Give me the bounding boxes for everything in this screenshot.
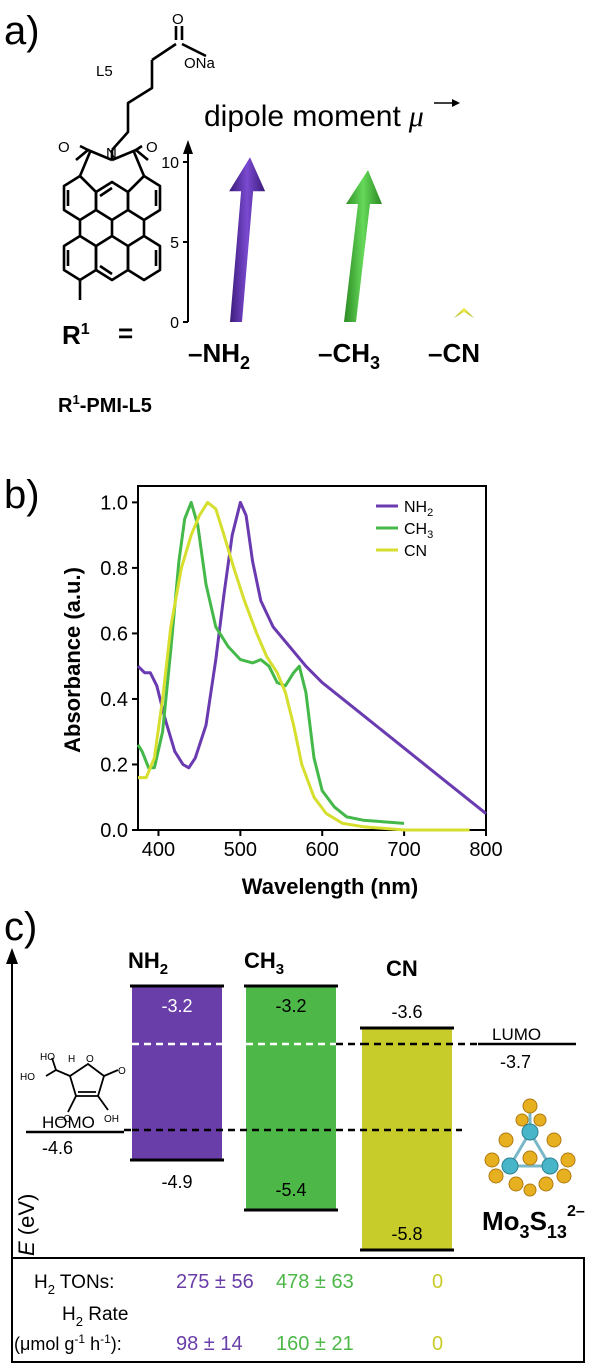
dipole-arrow-nh2 (229, 157, 266, 322)
donor-homo-value: -4.6 (42, 1138, 73, 1158)
catalyst-name: Mo3S132– (482, 1203, 585, 1242)
lumo-value-cn: -3.6 (391, 1002, 422, 1022)
catalyst-lumo-label: LUMO (492, 1025, 541, 1044)
rate-row-label: H2 Rate (62, 1304, 128, 1329)
homo-value-cn: -5.8 (391, 1224, 422, 1244)
panel-a-label: a) (4, 9, 40, 53)
results-table-border (11, 1257, 585, 1363)
rate-value-cn: 0 (432, 1333, 443, 1355)
substituent-label-ch3: –CH3 (318, 338, 380, 373)
homo-value-ch3: -5.4 (275, 1180, 306, 1200)
carboxylate-label: ONa (184, 55, 216, 72)
ascorbate-carbonyl-o-label: O (118, 1066, 126, 1077)
x-axis-title: Wavelength (nm) (242, 874, 418, 899)
r-symbol: R (62, 320, 81, 350)
plot-frame (137, 485, 487, 831)
energy-axis-arrowhead (6, 948, 18, 964)
dipole-tick-label-2: 10 (161, 155, 179, 172)
oxygen-label-right: O (146, 139, 158, 156)
ascorbate-h-label: H (68, 1054, 75, 1065)
donor-homo-label: HOMO (42, 1113, 95, 1132)
mo3s13-cluster-icon (484, 1098, 576, 1197)
series-line-ch3 (136, 500, 405, 825)
x-tick-label-4: 800 (469, 839, 502, 861)
ascorbate-structure (45, 1057, 119, 1113)
y-tick-label-5: 1.0 (100, 492, 128, 514)
dipole-title: dipole moment μ (204, 100, 424, 133)
r-superscript: 1 (81, 321, 90, 338)
energy-bar-ch3 (246, 986, 336, 1210)
lumo-value-nh2: -3.2 (161, 996, 192, 1016)
dipole-axis: 0 5 10 (161, 140, 193, 332)
dipole-vector-head (452, 99, 460, 107)
ascorbate-ho-label: HO (40, 1052, 55, 1063)
x-tick-label-0: 400 (142, 839, 175, 861)
column-header-cn: CN (386, 956, 418, 981)
panel-a: a) (4, 9, 480, 417)
homo-value-nh2: -4.9 (161, 1172, 192, 1192)
ascorbate-ring-o-label: O (86, 1054, 94, 1065)
x-tick-label-1: 500 (224, 839, 257, 861)
rate-value-nh2: 98 ± 14 (176, 1333, 243, 1355)
tons-value-nh2: 275 ± 56 (176, 1271, 254, 1293)
panel-c-label: c) (4, 905, 37, 949)
legend-label-nh2: NH2 (404, 499, 433, 519)
dipole-symbol: μ (408, 100, 424, 133)
rate-units-label: (μmol g-1 h-1): (14, 1332, 122, 1354)
y-tick-label-0: 0.0 (100, 820, 128, 842)
nitrogen-label: N (106, 145, 117, 162)
linker-label: L5 (96, 63, 113, 80)
energy-axis-title: E (eV) (14, 1194, 39, 1256)
tons-value-ch3: 478 ± 63 (276, 1271, 354, 1293)
y-axis-title: Absorbance (a.u.) (60, 567, 85, 753)
tons-value-cn: 0 (432, 1271, 443, 1293)
r1-equals-label: R1 = (62, 318, 133, 350)
pmi-molecule-structure (62, 26, 207, 300)
legend-label-ch3: CH3 (404, 521, 433, 541)
dipole-tick-label-1: 5 (170, 235, 179, 252)
energy-bar-cn (362, 1028, 452, 1250)
lumo-value-ch3: -3.2 (275, 996, 306, 1016)
y-tick-label-4: 0.8 (100, 558, 128, 580)
x-tick-label-2: 600 (306, 839, 339, 861)
oxygen-label-left: O (58, 139, 70, 156)
dipole-tick-label-0: 0 (170, 315, 179, 332)
ascorbate-oh-label: OH (104, 1114, 119, 1125)
dipole-axis-arrowhead (183, 140, 193, 154)
y-tick-label-2: 0.4 (100, 689, 128, 711)
ascorbate-ho2-label: HO (20, 1072, 35, 1083)
dipole-arrow-cn (454, 307, 474, 318)
catalyst-lumo-value: -3.7 (500, 1052, 531, 1072)
substituent-label-cn: –CN (428, 338, 480, 368)
equals-sign: = (118, 318, 133, 348)
dipole-arrow-ch3 (344, 170, 382, 322)
panel-b-label: b) (4, 473, 40, 517)
substituent-label-nh2: –NH2 (188, 338, 250, 373)
y-tick-label-1: 0.2 (100, 754, 128, 776)
dipole-arrows: –NH2 –CH3 –CN (188, 157, 480, 373)
rate-value-ch3: 160 ± 21 (276, 1333, 354, 1355)
panel-c: c) E (eV) NH2 CH3 CN -3.2 -4.9 -3.2 -5.4… (4, 905, 585, 1363)
molecule-name: R1-PMI-L5 (58, 392, 152, 417)
tons-row-label: H2 TONs: (34, 1272, 114, 1297)
series-line-nh2 (136, 500, 487, 815)
series-line-cn (138, 500, 470, 832)
legend-label-cn: CN (404, 543, 427, 560)
y-tick-label-3: 0.6 (100, 623, 128, 645)
x-tick-label-3: 700 (387, 839, 420, 861)
column-header-ch3: CH3 (244, 948, 284, 978)
ascorbate-om-label: –O (58, 1114, 72, 1125)
column-header-nh2: NH2 (128, 948, 168, 978)
oxygen-label-top: O (172, 11, 184, 28)
svg-text:R1: R1 (62, 320, 90, 350)
